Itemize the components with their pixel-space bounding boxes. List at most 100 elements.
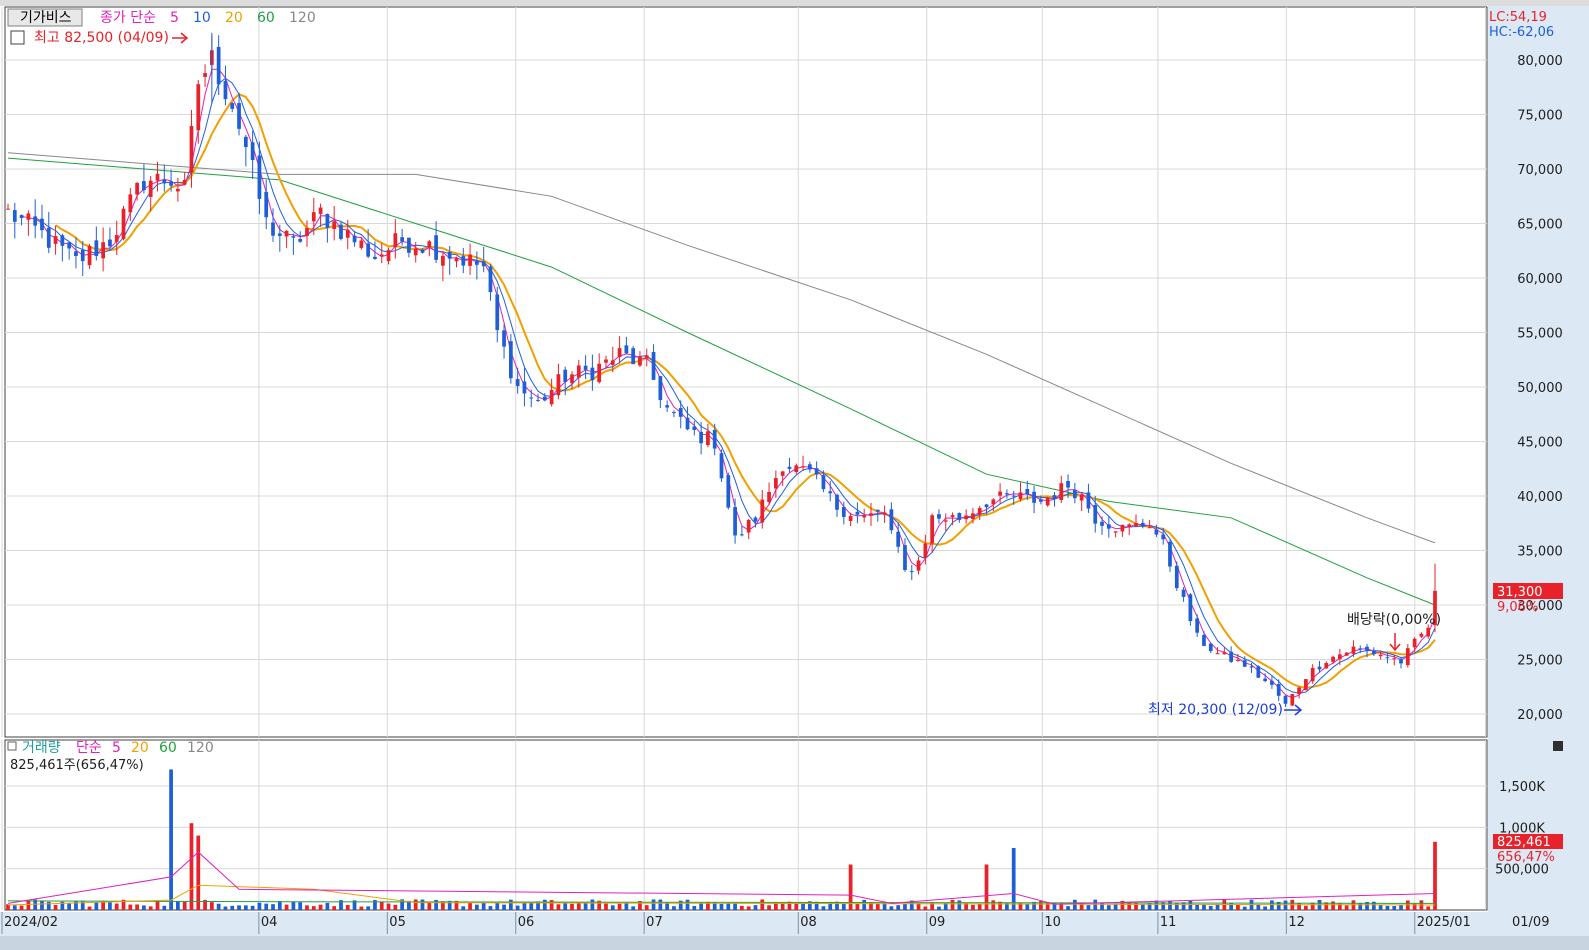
candle-body: [1059, 483, 1064, 501]
volume-bar: [196, 835, 201, 910]
volume-bar: [114, 903, 119, 910]
candle-body: [1005, 493, 1009, 495]
candle-body: [1025, 489, 1030, 495]
candle-body: [1426, 627, 1431, 637]
price-tick-label: 20,000: [1517, 708, 1563, 723]
candle-body: [345, 229, 350, 238]
volume-bar: [515, 905, 520, 910]
candle-body: [400, 237, 404, 242]
volume-bar: [1433, 841, 1437, 910]
volume-bar: [1154, 900, 1159, 910]
volume-bar: [101, 900, 106, 910]
candle-body: [726, 475, 731, 508]
candle-body: [80, 249, 85, 262]
right-axis-background: [1488, 6, 1589, 912]
volume-bar: [189, 823, 194, 910]
candle-body: [1276, 684, 1281, 696]
volume-bar: [991, 900, 996, 910]
volume-ma20-line: [7, 884, 1436, 906]
volume-bar: [1134, 902, 1138, 910]
candle-body: [855, 511, 860, 515]
volume-bar: [903, 903, 907, 910]
volume-bar: [1025, 903, 1030, 910]
candle-body: [148, 180, 153, 197]
candle-body: [243, 136, 248, 148]
volume-bar: [420, 899, 425, 910]
price-tick-label: 80,000: [1517, 54, 1563, 69]
volume-bar: [950, 899, 955, 910]
candle-body: [1317, 666, 1322, 670]
volume-bar: [60, 901, 65, 910]
volume-bar: [909, 900, 914, 910]
volume-bar: [1270, 900, 1274, 910]
candle-body: [665, 405, 670, 408]
candle-body: [1161, 534, 1166, 540]
volume-bar: [502, 904, 506, 910]
volume-bar: [209, 902, 214, 910]
volume-bar: [1039, 901, 1043, 910]
ma-period-label: 120: [289, 10, 316, 26]
candle-body: [454, 258, 459, 262]
candle-body: [1018, 492, 1023, 500]
volume-bar: [740, 905, 744, 910]
candle-body: [875, 509, 880, 512]
volume-bar: [841, 903, 846, 910]
volume-bar: [869, 901, 873, 910]
volume-bar: [1385, 905, 1390, 910]
x-tick-label: 07: [646, 915, 663, 930]
volume-bar: [311, 906, 316, 910]
volume-bar: [583, 902, 588, 910]
volume-bar: [651, 899, 656, 910]
candle-body: [1011, 495, 1016, 497]
volume-bar: [1324, 902, 1329, 910]
volume-bar: [984, 864, 989, 910]
candle-body: [896, 531, 901, 547]
volume-bar: [875, 903, 880, 910]
candle-body: [998, 491, 1002, 496]
candle-body: [644, 355, 649, 359]
volume-bar: [610, 905, 615, 910]
candle-body: [923, 543, 928, 558]
candle-body: [318, 207, 323, 214]
volume-bar: [1263, 906, 1267, 910]
volume-ma-period: 20: [131, 740, 149, 756]
volume-bar: [882, 901, 887, 910]
candle-body: [889, 509, 894, 531]
candle-body: [1337, 654, 1342, 659]
candle-body: [814, 468, 819, 475]
candle-body: [1215, 653, 1220, 655]
candle-body: [1256, 666, 1261, 678]
volume-bar: [1093, 899, 1098, 910]
volume-bar: [1304, 905, 1308, 910]
dividend-arrow-icon: [1389, 633, 1401, 652]
candle-body: [169, 181, 173, 186]
candle-body: [977, 508, 982, 515]
volume-bar: [658, 899, 663, 910]
candle-body: [1399, 658, 1403, 664]
volume-bar: [400, 899, 404, 910]
current-volume: 825,461: [1497, 835, 1551, 850]
ma-label: 종가 단순: [100, 10, 156, 26]
volume-bar: [801, 903, 805, 910]
current-price-tag: [1493, 583, 1563, 599]
volume-bar: [522, 902, 527, 910]
volume-bar: [1283, 900, 1288, 910]
volume-bar: [536, 901, 540, 910]
ma-period-label: 20: [225, 10, 243, 26]
volume-bar: [413, 899, 418, 910]
candle-body: [1324, 663, 1329, 669]
x-tick-label: 05: [389, 915, 406, 930]
candle-body: [529, 397, 534, 399]
candle-body: [780, 471, 785, 476]
candle-body: [366, 243, 371, 257]
candle-body: [753, 517, 758, 522]
candle-body: [1263, 678, 1267, 682]
candle-body: [515, 379, 520, 386]
x-tick-label: 08: [800, 915, 817, 930]
volume-bar: [441, 901, 445, 910]
candle-body: [991, 499, 996, 505]
volume-bar: [821, 906, 826, 910]
